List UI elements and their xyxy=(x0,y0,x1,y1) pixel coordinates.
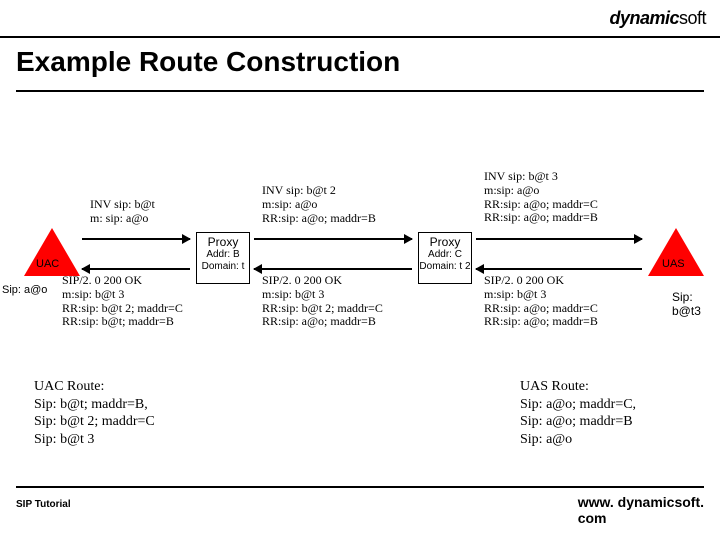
msg-ok-3: SIP/2. 0 200 OK m:sip: b@t 3 RR:sip: a@o… xyxy=(484,274,598,329)
msg-inv-1: INV sip: b@t m: sip: a@o xyxy=(90,198,155,226)
page-title: Example Route Construction xyxy=(16,46,400,78)
msg-inv-2: INV sip: b@t 2 m:sip: a@o RR:sip: a@o; m… xyxy=(262,184,376,225)
uac-label: UAC xyxy=(36,258,59,270)
uac-sub: Sip: a@o xyxy=(2,284,47,296)
footer-rule xyxy=(16,486,704,488)
arrow-inv-2 xyxy=(254,238,412,240)
arrow-ok-1 xyxy=(82,268,190,270)
proxy-2: Proxy Addr: C Domain: t 2 xyxy=(418,232,472,284)
title-rule xyxy=(16,90,704,92)
arrow-ok-2 xyxy=(254,268,412,270)
logo-part1: dynamic xyxy=(609,8,679,29)
proxy-1-lines: Addr: B Domain: t xyxy=(197,249,249,273)
footer-left: SIP Tutorial xyxy=(16,499,71,510)
footer-right: www. dynamicsoft. com xyxy=(578,494,704,526)
uac-route: UAC Route: Sip: b@t; maddr=B, Sip: b@t 2… xyxy=(34,378,155,448)
msg-ok-2: SIP/2. 0 200 OK m:sip: b@t 3 RR:sip: b@t… xyxy=(262,274,383,329)
logo-part2: soft xyxy=(679,8,706,29)
uas-sub: Sip: b@t3 xyxy=(672,290,720,318)
proxy-2-lines: Addr: C Domain: t 2 xyxy=(419,249,471,273)
msg-ok-1: SIP/2. 0 200 OK m:sip: b@t 3 RR:sip: b@t… xyxy=(62,274,183,329)
header-bar: dynamicsoft xyxy=(0,0,720,38)
uas-route: UAS Route: Sip: a@o; maddr=C, Sip: a@o; … xyxy=(520,378,636,448)
proxy-2-title: Proxy xyxy=(419,235,471,249)
proxy-1: Proxy Addr: B Domain: t xyxy=(196,232,250,284)
arrow-inv-1 xyxy=(82,238,190,240)
arrow-inv-3 xyxy=(476,238,642,240)
logo: dynamicsoft xyxy=(609,8,706,29)
proxy-1-title: Proxy xyxy=(197,235,249,249)
arrow-ok-3 xyxy=(476,268,642,270)
uas-label: UAS xyxy=(662,258,685,270)
msg-inv-3: INV sip: b@t 3 m:sip: a@o RR:sip: a@o; m… xyxy=(484,170,598,225)
